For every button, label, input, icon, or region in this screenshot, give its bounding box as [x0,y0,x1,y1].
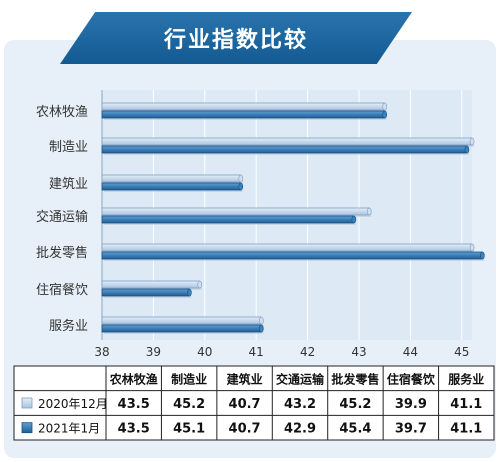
table-header-cell: 制造业 [171,371,207,386]
bar-cap [238,174,244,183]
table-header-cell: 批发零售 [331,371,379,386]
table-value-cell: 40.7 [229,422,261,437]
bar-cap [197,280,202,289]
bar-cap [480,251,485,260]
x-tick-label: 40 [197,345,212,359]
table-header-cell: 交通运输 [276,371,325,386]
x-tick-label: 44 [403,345,418,359]
bar [101,182,242,191]
bar [101,324,262,333]
bar [101,288,190,297]
bar [101,280,201,289]
legend-swatch [21,397,33,409]
bar [101,145,468,154]
table-value-cell: 43.5 [118,397,150,412]
bar [101,316,262,325]
title-banner: 行业指数比较 [60,12,412,64]
table-value-cell: 41.1 [450,422,482,437]
bar-cap [238,182,244,191]
legend-swatch [21,422,33,434]
bar-cap [469,243,475,252]
table-value-cell: 45.2 [173,397,205,412]
category-label: 住宿餐饮 [36,282,88,298]
bar [101,215,355,224]
bar-cap [469,137,475,146]
table-value-cell: 43.2 [284,397,316,412]
bar [101,174,242,183]
x-tick-label: 45 [454,345,469,359]
table-header-cell: 服务业 [448,371,484,386]
category-label: 制造业 [49,140,88,155]
bar-cap [366,207,372,216]
table-header-cell: 建筑业 [226,371,263,386]
chart-title: 行业指数比较 [163,28,308,53]
bar-cap [382,102,388,111]
bar-cap [187,288,192,297]
category-label: 农林牧渔 [36,105,88,120]
table-value-cell: 42.9 [284,422,316,437]
table-value-cell: 45.4 [339,422,371,437]
x-tick-label: 41 [249,345,264,359]
bar-cap [464,145,470,154]
table-header-cell: 住宿餐饮 [387,371,436,386]
x-tick-label: 39 [146,345,161,359]
table-value-cell: 45.2 [339,397,371,412]
bar-cap [382,110,388,119]
table-header-cell: 农林牧渔 [109,371,158,386]
table-value-cell: 40.7 [229,397,261,412]
bar [101,137,473,146]
x-tick-label: 43 [351,345,366,359]
bar [101,110,386,119]
bar [101,243,473,252]
table-value-cell: 39.7 [395,422,427,437]
bar [101,207,370,216]
bar [101,102,386,111]
table-value-cell: 41.1 [450,397,482,412]
table-value-cell: 45.1 [173,422,205,437]
bar-cap [259,316,264,325]
category-label: 建筑业 [49,176,88,192]
category-label: 批发零售 [36,245,88,261]
category-label: 服务业 [49,318,88,334]
legend-label: 2020年12月 [38,397,108,411]
table-value-cell: 43.5 [118,422,150,437]
table-value-cell: 39.9 [395,397,427,412]
category-label: 交通运输 [36,209,88,225]
legend-label: 2021年1月 [38,422,100,436]
bar-cap [351,215,357,224]
data-table [13,365,495,441]
x-tick-label: 42 [300,345,315,359]
bar [101,251,483,260]
bar-cap [259,324,264,333]
x-tick-label: 38 [94,345,109,359]
